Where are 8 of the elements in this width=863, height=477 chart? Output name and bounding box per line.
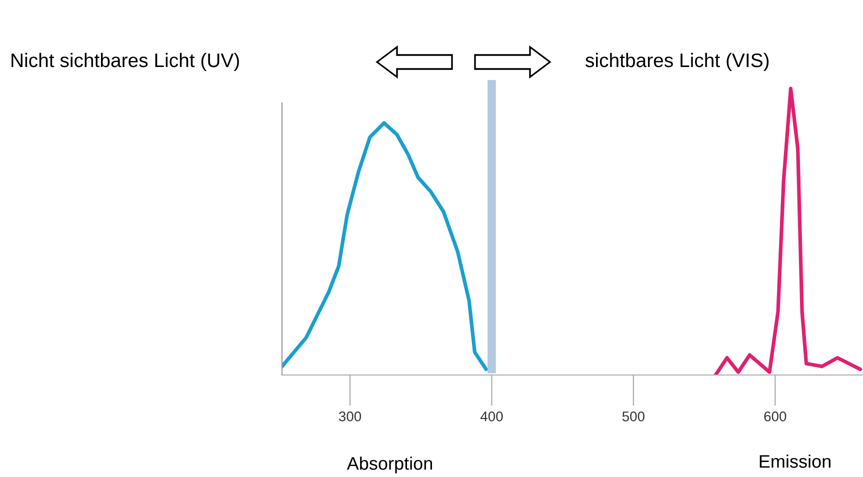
x-tick-label: 300 (338, 411, 362, 422)
x-tick-label: 600 (764, 411, 786, 422)
text: Absorption (346, 456, 432, 474)
x-tick-label: 400 (480, 411, 503, 422)
text: sichtbares Licht (VIS) (586, 52, 769, 72)
text: Emission (760, 454, 830, 468)
x-tick-label: 500 (622, 411, 644, 422)
text: Nicht sichtbares Licht (UV) (12, 52, 239, 72)
